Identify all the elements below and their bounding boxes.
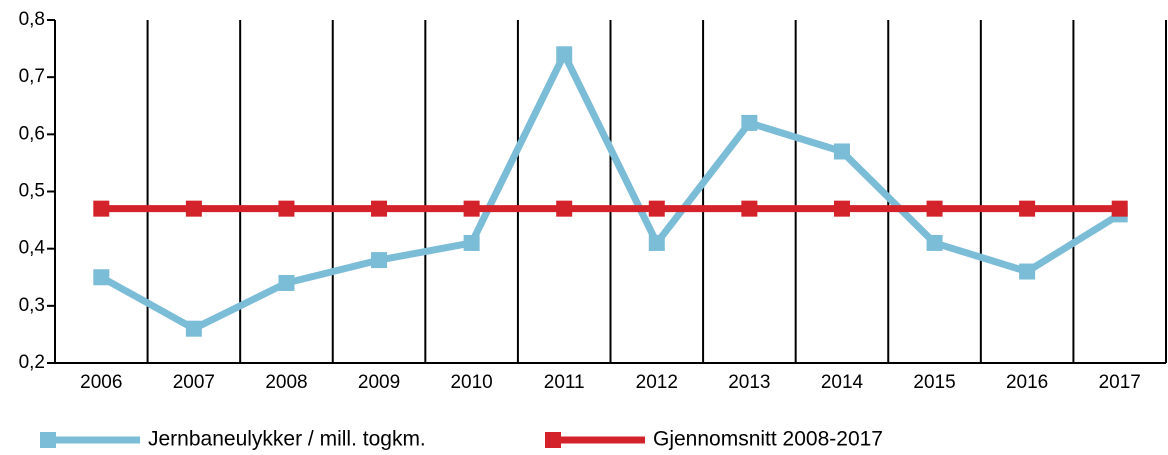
x-tick-label: 2009 <box>358 372 400 393</box>
series-marker <box>371 252 388 269</box>
series-marker <box>371 200 388 217</box>
x-tick-label: 2014 <box>821 372 864 393</box>
series-marker <box>1111 200 1128 217</box>
y-tick-label: 0,3 <box>19 295 45 316</box>
series-marker <box>741 114 758 131</box>
x-tick-label: 2007 <box>173 372 215 393</box>
series-marker <box>463 234 480 251</box>
series-marker <box>1019 263 1036 280</box>
legend-marker <box>545 432 561 448</box>
x-tick-label: 2010 <box>450 372 492 393</box>
y-tick-label: 0,7 <box>19 66 45 87</box>
series-marker <box>556 200 573 217</box>
y-tick-label: 0,6 <box>19 123 45 144</box>
legend-label: Jernbaneulykker / mill. togkm. <box>148 428 426 451</box>
series-marker <box>278 274 295 291</box>
series-marker <box>833 200 850 217</box>
series-marker <box>185 320 202 337</box>
x-tick-label: 2006 <box>80 372 122 393</box>
series-marker <box>648 234 665 251</box>
x-tick-label: 2013 <box>728 372 770 393</box>
series-marker <box>556 46 573 63</box>
y-tick-label: 0,2 <box>19 352 45 373</box>
legend-marker <box>40 432 56 448</box>
legend-label: Gjennomsnitt 2008-2017 <box>653 428 883 451</box>
series-marker <box>1019 200 1036 217</box>
series-marker <box>93 200 110 217</box>
series-marker <box>926 234 943 251</box>
x-tick-label: 2016 <box>1006 372 1048 393</box>
x-tick-label: 2017 <box>1099 372 1141 393</box>
series-marker <box>93 269 110 286</box>
series-marker <box>648 200 665 217</box>
series-marker <box>741 200 758 217</box>
x-tick-label: 2012 <box>636 372 678 393</box>
series-marker <box>926 200 943 217</box>
series-marker <box>463 200 480 217</box>
y-tick-label: 0,8 <box>19 9 45 30</box>
series-line <box>99 50 1122 333</box>
x-tick-label: 2011 <box>544 372 585 393</box>
series-marker <box>833 143 850 160</box>
series-marker <box>185 200 202 217</box>
x-tick-label: 2015 <box>913 372 955 393</box>
series-marker <box>278 200 295 217</box>
x-tick-label: 2008 <box>265 372 307 393</box>
y-tick-label: 0,4 <box>19 238 46 259</box>
y-tick-label: 0,5 <box>19 181 45 202</box>
